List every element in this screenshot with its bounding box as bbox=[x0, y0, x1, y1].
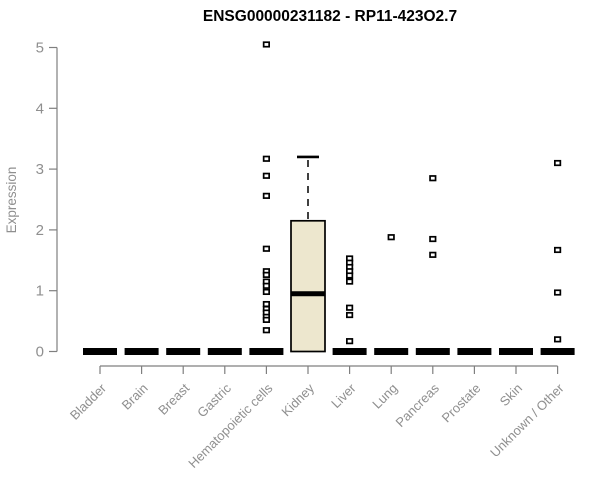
median-line bbox=[332, 348, 367, 355]
y-tick-label: 1 bbox=[36, 283, 44, 300]
x-tick-label: Gastric bbox=[194, 380, 234, 420]
outlier-point bbox=[429, 251, 437, 258]
outlier-point bbox=[429, 175, 437, 182]
outlier-point bbox=[346, 311, 354, 319]
outlier-point bbox=[262, 288, 270, 296]
outlier-point bbox=[262, 316, 270, 323]
median-line bbox=[249, 348, 284, 355]
median-line bbox=[499, 348, 533, 355]
outlier-point bbox=[553, 289, 562, 296]
y-tick-label: 5 bbox=[36, 40, 44, 57]
outlier-point bbox=[262, 41, 270, 48]
outlier-point bbox=[262, 282, 270, 289]
chart-title: ENSG00000231182 - RP11-423O2.7 bbox=[203, 8, 457, 25]
y-tick-label: 0 bbox=[36, 344, 44, 361]
box bbox=[290, 219, 326, 353]
outlier-point bbox=[346, 278, 354, 285]
x-tick-label: Unknown / Other bbox=[487, 380, 567, 460]
x-tick-label: Prostate bbox=[439, 381, 484, 426]
x-tick-label: Brain bbox=[119, 381, 151, 413]
outlier-point bbox=[262, 245, 270, 252]
outlier-point bbox=[553, 159, 562, 167]
x-tick-label: Liver bbox=[328, 380, 359, 411]
outlier-point bbox=[262, 172, 270, 179]
outlier-point bbox=[346, 304, 354, 311]
y-tick-label: 4 bbox=[36, 100, 44, 117]
outlier-point bbox=[346, 272, 354, 279]
y-tick-label: 2 bbox=[36, 222, 44, 239]
x-tick-label: Pancreas bbox=[392, 380, 442, 430]
y-tick-label: 3 bbox=[36, 161, 44, 178]
x-tick-label: Breast bbox=[155, 380, 192, 417]
outlier-point bbox=[262, 155, 270, 162]
median-line bbox=[166, 348, 201, 355]
median-line bbox=[291, 291, 325, 297]
outlier-point bbox=[262, 327, 270, 334]
outlier-point bbox=[429, 235, 437, 243]
y-axis-label: Expression bbox=[4, 167, 19, 234]
x-tick-label: Skin bbox=[497, 381, 525, 409]
median-line bbox=[83, 348, 117, 355]
x-tick-label: Lung bbox=[369, 381, 400, 412]
x-tick-label: Bladder bbox=[67, 380, 110, 423]
outlier-point bbox=[262, 192, 270, 199]
median-line bbox=[415, 348, 450, 355]
outlier-point bbox=[553, 336, 562, 343]
median-line bbox=[457, 348, 492, 355]
outlier-point bbox=[553, 246, 562, 254]
outlier-point bbox=[262, 271, 270, 278]
outlier-point bbox=[387, 234, 395, 241]
median-line bbox=[124, 348, 159, 355]
median-line bbox=[207, 348, 242, 355]
outlier-point bbox=[262, 300, 270, 308]
median-line bbox=[540, 348, 575, 355]
x-tick-label: Kidney bbox=[278, 380, 317, 419]
outlier-point bbox=[346, 338, 354, 345]
median-line bbox=[374, 348, 409, 355]
